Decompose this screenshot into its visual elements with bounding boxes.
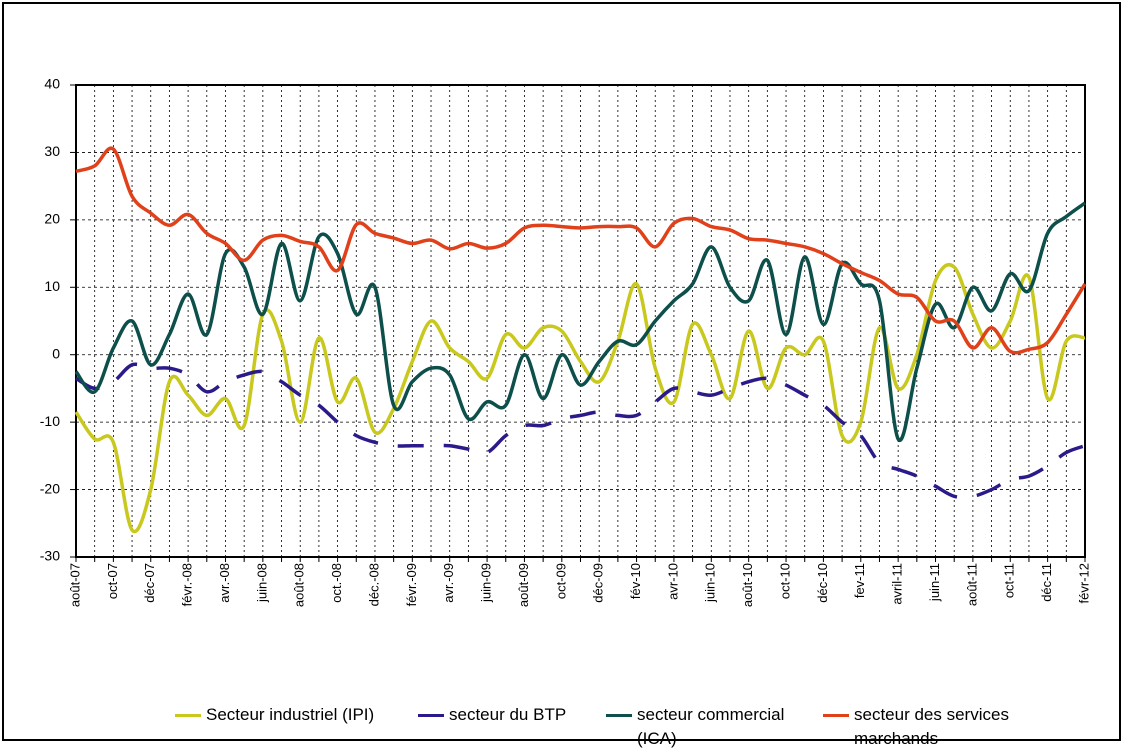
legend-label: Secteur industriel (IPI)	[206, 705, 375, 724]
x-tick-label: févr.-08	[180, 563, 195, 606]
x-tick-label: déc-09	[591, 563, 606, 603]
y-tick-label: 20	[44, 211, 60, 227]
legend-swatch	[823, 714, 849, 717]
series-line	[75, 362, 1086, 500]
x-tick-label: oct-11	[1002, 563, 1017, 598]
y-tick-label: -10	[40, 413, 60, 429]
y-tick-label: 10	[44, 278, 60, 294]
y-tick-label: -20	[40, 480, 60, 496]
x-tick-label: déc-11	[1039, 563, 1054, 602]
x-tick-label: fev-11	[852, 563, 867, 598]
legend-label: secteur des services marchands	[854, 705, 1009, 748]
legend-swatch	[606, 714, 632, 717]
legend-label: secteur commercial (ICA)	[637, 705, 785, 748]
x-tick-label: oct-09	[553, 563, 568, 599]
x-tick-label: août-09	[516, 563, 531, 607]
y-tick-label: 0	[52, 345, 60, 361]
x-tick-label: déc-10	[815, 563, 830, 603]
x-tick-label: juin-10	[703, 563, 718, 603]
legend-swatch	[175, 714, 201, 717]
x-tick-label: oct-10	[777, 563, 792, 599]
y-tick-label: 30	[44, 143, 60, 159]
series-line	[75, 146, 1087, 355]
x-tick-label: juin-08	[254, 563, 269, 603]
x-tick-label: oct-07	[105, 563, 120, 599]
series-line	[74, 263, 1086, 534]
x-tick-label: août-11	[964, 563, 979, 606]
x-tick-label: avr.-09	[441, 563, 456, 603]
x-tick-label: févr-12	[1076, 563, 1091, 603]
x-tick-label: août-10	[740, 563, 755, 607]
x-tick-label: févr.-09	[404, 563, 419, 606]
x-tick-label: avr-10	[665, 563, 680, 600]
x-tick-label: avril-11	[890, 563, 905, 605]
x-tick-label: oct.-08	[329, 563, 344, 603]
legend: Secteur industriel (IPI) secteur du BTP se…	[0, 703, 1125, 748]
frame	[2, 2, 1121, 741]
x-tick-label: fév-10	[628, 563, 643, 599]
x-tick-label: août-07	[67, 563, 82, 607]
x-tick-label: juin-11	[927, 563, 942, 602]
x-tick-label: avr.-08	[217, 563, 232, 603]
chart: -30 -20 -10 0 10 20 30 40 août-07 oct-07 déc-07 fév…	[40, 76, 1092, 607]
legend-label: secteur du BTP	[449, 705, 567, 724]
x-tick-label: déc-07	[142, 563, 157, 603]
y-tick-label: -30	[40, 548, 60, 564]
x-tick-label: juin-09	[479, 563, 494, 603]
x-tick-label: déc.-08	[366, 563, 381, 606]
series-line	[74, 201, 1087, 443]
y-tick-label: 40	[44, 76, 60, 92]
legend-swatch	[418, 714, 444, 717]
x-tick-label: août-08	[292, 563, 307, 607]
